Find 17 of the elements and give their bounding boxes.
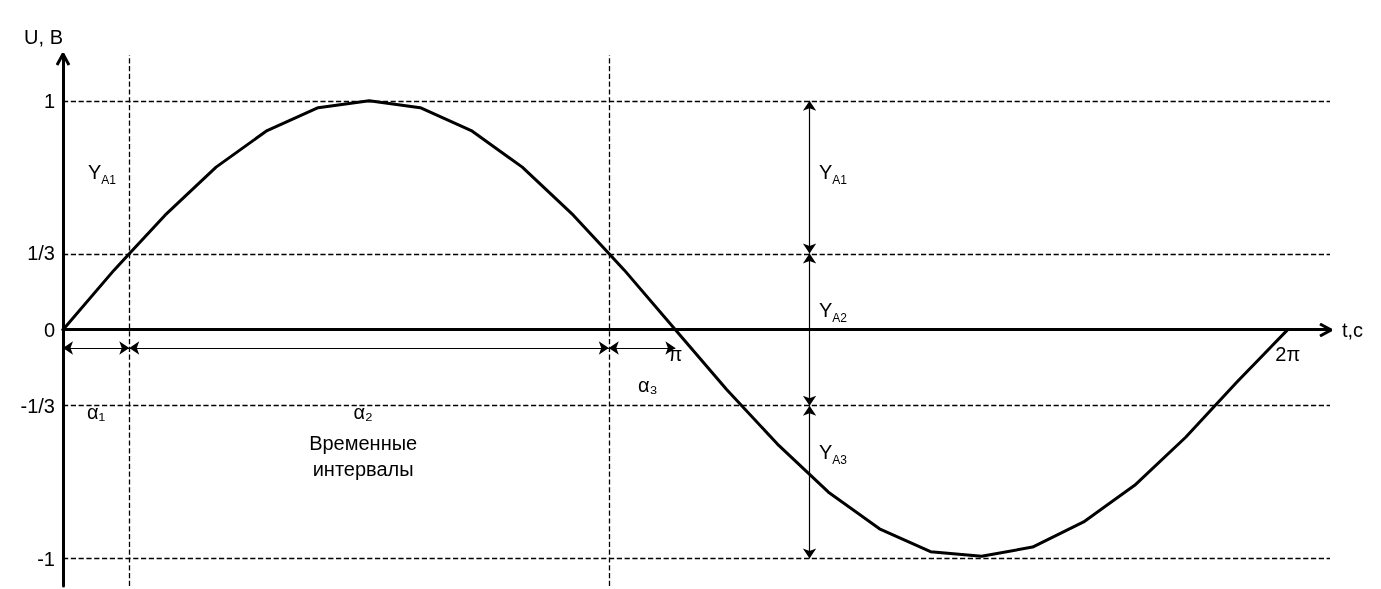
annotation: α₂ bbox=[353, 400, 373, 426]
x-tick-label: π bbox=[668, 342, 683, 365]
annotation: α₃ bbox=[637, 372, 658, 398]
annotation: Y$_{A3}$ bbox=[818, 439, 847, 469]
annotation: Y$_{A2}$ bbox=[818, 297, 847, 327]
x-tick-label: 2π bbox=[1275, 342, 1301, 365]
y-axis-title: U, B bbox=[24, 26, 63, 48]
annotation: Y$_{A1}$ bbox=[818, 160, 847, 190]
annotation: Y$_{A1}$ bbox=[87, 160, 116, 190]
y-tick-label: 1 bbox=[43, 89, 55, 112]
annotation: α₁ bbox=[86, 400, 106, 426]
y-tick-label: -1/3 bbox=[20, 394, 55, 417]
x-axis-title: t,c bbox=[1342, 318, 1364, 341]
y-tick-label: 1/3 bbox=[27, 242, 55, 265]
annotation: Временные интервалы bbox=[308, 430, 419, 482]
y-tick-label: -1 bbox=[37, 547, 55, 570]
y-tick-label: 0 bbox=[43, 318, 55, 341]
